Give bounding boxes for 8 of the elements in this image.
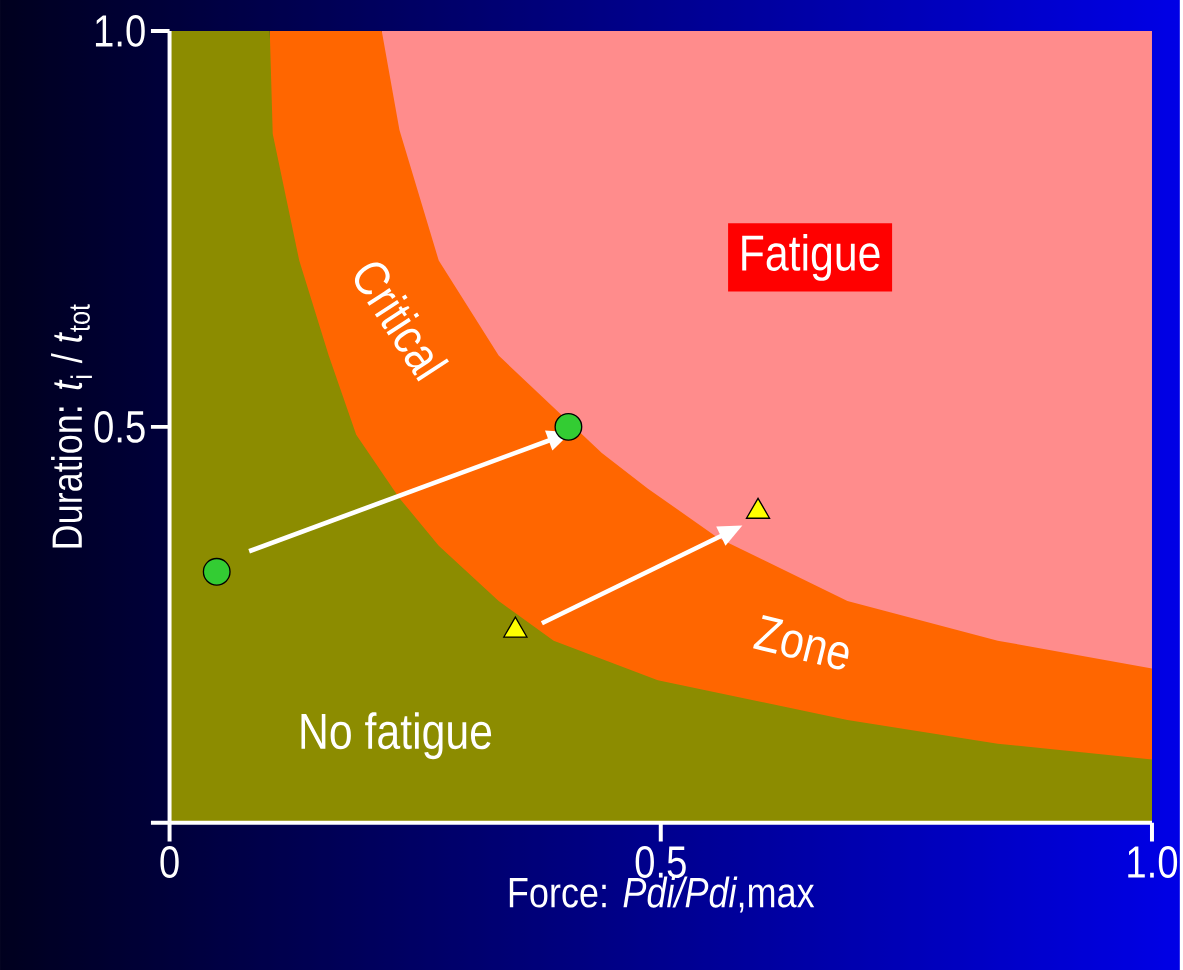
x-tick-label: 0: [160, 845, 179, 878]
x-tick-label: 1.0: [1128, 845, 1178, 878]
annotation: Fatigue: [742, 233, 880, 281]
x-axis-title: Force: Pdi/Pdi,max: [509, 876, 815, 913]
annotation: Zone: [753, 614, 849, 670]
annotation: No fatigue: [301, 712, 492, 759]
x-tick-label: 0.5: [635, 845, 686, 878]
y-axis-title: Duration: t$_{i}$ / t$_{tot}$: [51, 303, 92, 548]
